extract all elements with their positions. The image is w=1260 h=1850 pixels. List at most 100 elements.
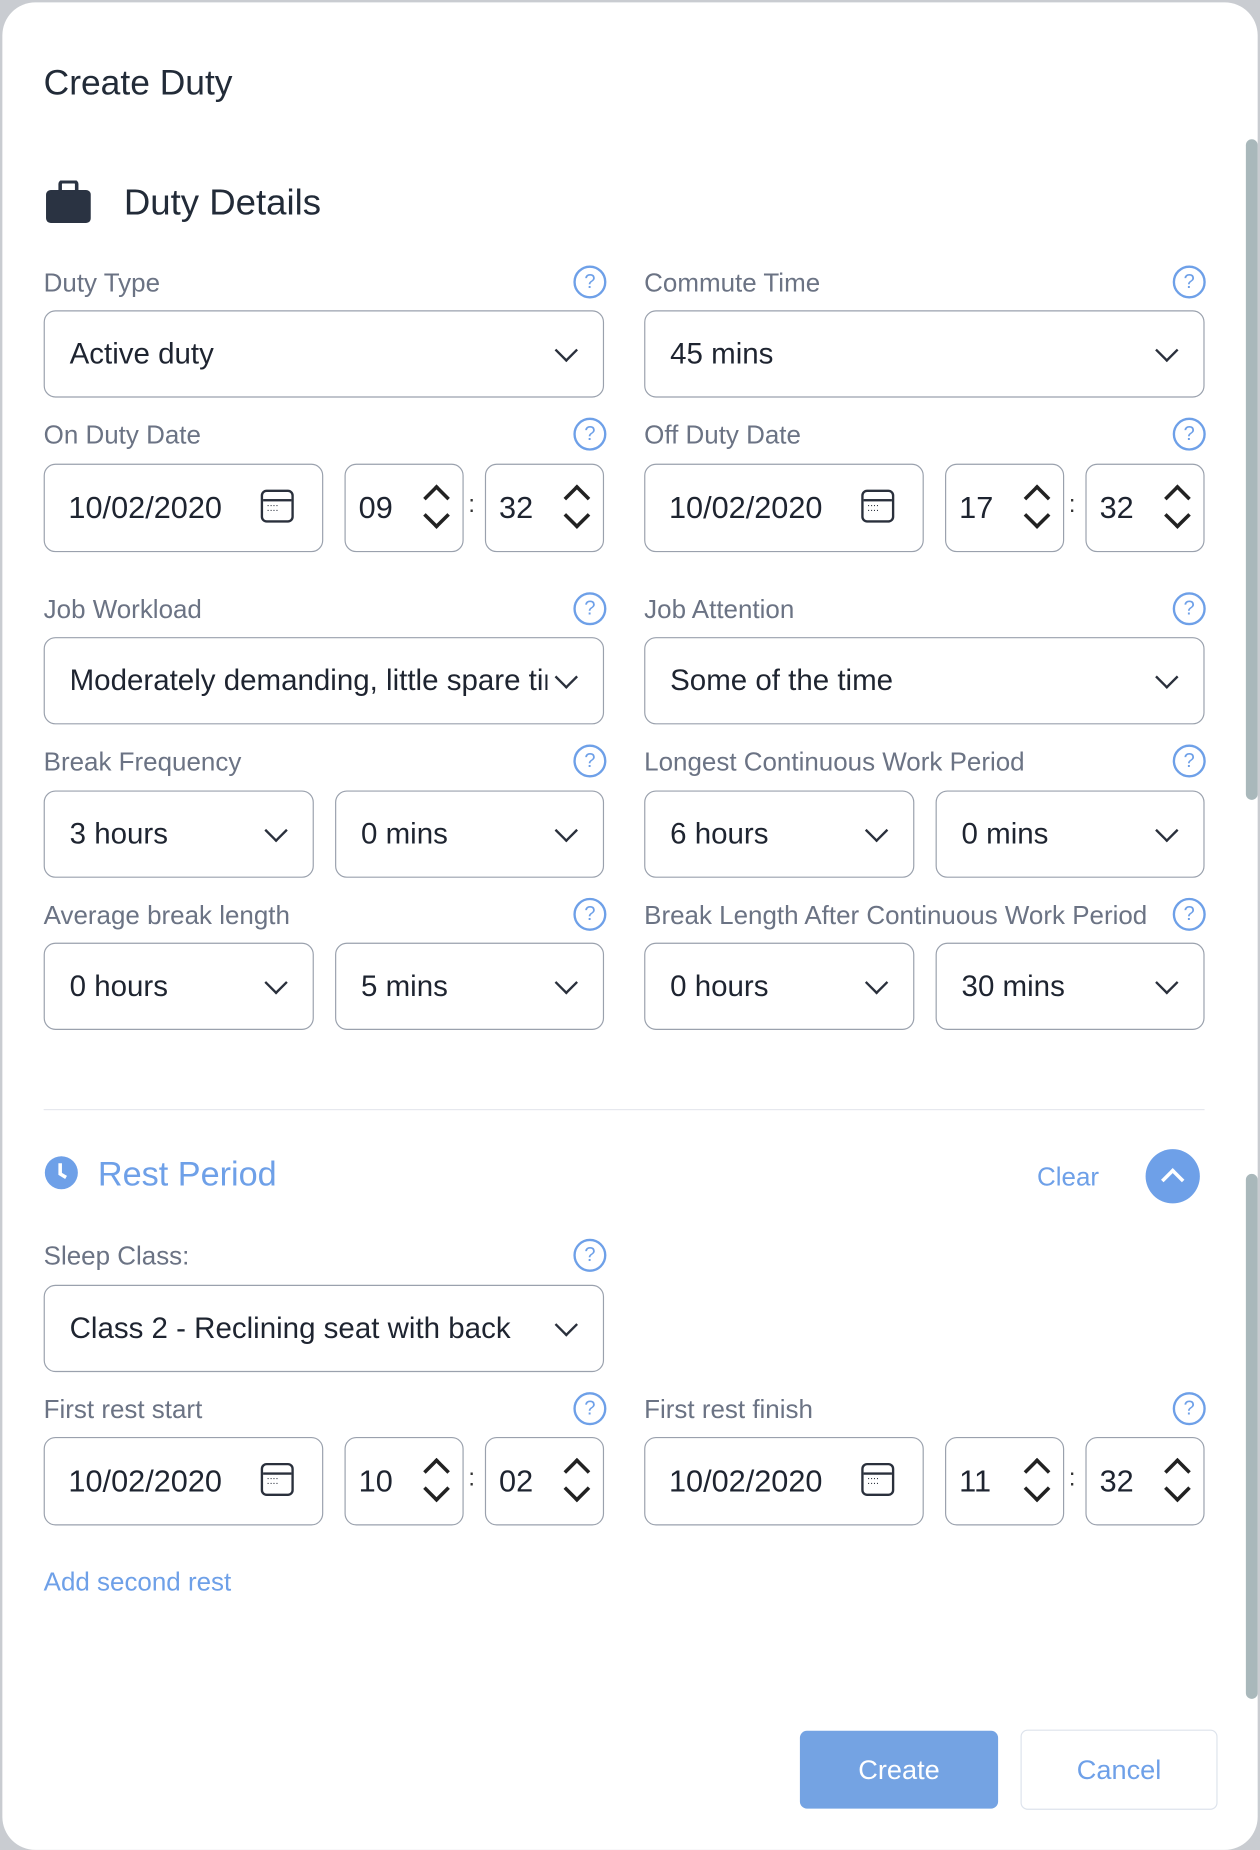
help-icon[interactable]: ? <box>1172 897 1206 931</box>
help-icon[interactable]: ? <box>1172 592 1206 626</box>
hour-value: 17 <box>959 489 994 526</box>
avg-break-hours-select[interactable]: 0 hours <box>43 942 314 1030</box>
time-separator: : <box>468 491 475 518</box>
date-value: 10/02/2020 <box>68 1462 222 1499</box>
first-rest-start-minute-stepper[interactable]: 02 <box>484 1436 605 1526</box>
dialog-title: Create Duty <box>43 63 233 103</box>
duty-details-heading: Duty Details <box>123 181 322 223</box>
duty-type-select[interactable]: Active duty <box>43 310 605 398</box>
on-duty-date-input[interactable]: 10/02/2020 <box>43 463 324 553</box>
help-icon[interactable]: ? <box>1172 1392 1206 1426</box>
chevron-down-icon <box>1155 818 1179 843</box>
chevron-down-icon[interactable] <box>563 502 591 529</box>
help-icon[interactable]: ? <box>573 1392 607 1426</box>
duty-type-label: Duty Type <box>43 267 161 298</box>
chevron-down-icon[interactable] <box>1164 1475 1191 1503</box>
time-separator: : <box>1068 491 1076 518</box>
longest-work-hours-select[interactable]: 6 hours <box>644 790 915 878</box>
job-attention-label: Job Attention <box>644 594 795 625</box>
chevron-down-icon[interactable] <box>423 1475 450 1503</box>
selected-value: 6 hours <box>670 817 769 851</box>
first-rest-finish-date-input[interactable]: 10/02/2020 <box>644 1436 924 1526</box>
scrollbar-thumb[interactable] <box>1245 139 1258 800</box>
scrollbar-thumb-lower[interactable] <box>1245 1173 1258 1699</box>
on-duty-date-label: On Duty Date <box>43 420 201 450</box>
chevron-down-icon <box>554 338 578 363</box>
calendar-icon[interactable] <box>260 489 294 523</box>
chevron-down-icon <box>264 971 288 995</box>
help-icon[interactable]: ? <box>1172 265 1206 299</box>
collapse-button[interactable] <box>1145 1149 1200 1204</box>
chevron-down-icon <box>1155 338 1179 363</box>
clear-button[interactable]: Clear <box>1037 1162 1100 1192</box>
help-icon[interactable]: ? <box>573 1238 607 1272</box>
sleep-class-select[interactable]: Class 2 - Reclining seat with back <box>43 1284 605 1373</box>
break-frequency-label: Break Frequency <box>43 746 242 777</box>
chevron-down-icon <box>554 818 578 843</box>
chevron-down-icon[interactable] <box>1023 1475 1051 1503</box>
briefcase-icon <box>46 180 91 223</box>
selected-value: Some of the time <box>670 664 894 698</box>
help-icon[interactable]: ? <box>573 417 607 451</box>
selected-value: 45 mins <box>670 337 774 371</box>
chevron-down-icon[interactable] <box>1023 502 1051 529</box>
chevron-down-icon[interactable] <box>563 1475 591 1503</box>
chevron-down-icon[interactable] <box>423 502 450 529</box>
date-value: 10/02/2020 <box>668 489 823 526</box>
chevron-down-icon[interactable] <box>1164 502 1191 529</box>
chevron-down-icon <box>1155 665 1179 689</box>
break-frequency-mins-select[interactable]: 0 mins <box>335 790 605 878</box>
avg-break-label: Average break length <box>43 900 290 930</box>
break-after-mins-select[interactable]: 30 mins <box>935 942 1205 1030</box>
selected-value: 0 hours <box>670 969 769 1003</box>
job-workload-select[interactable]: Moderately demanding, little spare time <box>43 637 605 725</box>
time-separator: : <box>1068 1465 1076 1492</box>
selected-value: Class 2 - Reclining seat with back <box>69 1311 511 1345</box>
chevron-down-icon <box>554 971 578 995</box>
date-value: 10/02/2020 <box>68 489 222 526</box>
break-after-hours-select[interactable]: 0 hours <box>644 942 915 1030</box>
commute-time-label: Commute Time <box>644 267 821 298</box>
off-duty-date-input[interactable]: 10/02/2020 <box>644 463 924 553</box>
hour-value: 10 <box>358 1462 393 1499</box>
selected-value: 0 hours <box>69 969 168 1003</box>
off-duty-hour-stepper[interactable]: 17 <box>945 463 1065 553</box>
break-frequency-hours-select[interactable]: 3 hours <box>43 790 314 878</box>
on-duty-minute-stepper[interactable]: 32 <box>484 463 605 553</box>
cancel-button[interactable]: Cancel <box>1020 1729 1218 1810</box>
help-icon[interactable]: ? <box>573 744 607 778</box>
first-rest-finish-minute-stepper[interactable]: 32 <box>1085 1436 1205 1526</box>
chevron-down-icon <box>864 971 889 995</box>
job-attention-select[interactable]: Some of the time <box>644 637 1205 725</box>
chevron-down-icon <box>864 818 889 843</box>
create-button[interactable]: Create <box>799 1730 999 1809</box>
sleep-class-label: Sleep Class: <box>43 1241 190 1271</box>
calendar-icon[interactable] <box>861 1462 895 1496</box>
add-second-rest-link[interactable]: Add second rest <box>43 1566 232 1597</box>
off-duty-minute-stepper[interactable]: 32 <box>1085 463 1205 553</box>
hour-value: 09 <box>358 489 393 526</box>
help-icon[interactable]: ? <box>1172 744 1206 778</box>
calendar-icon[interactable] <box>861 489 895 523</box>
commute-time-select[interactable]: 45 mins <box>644 310 1205 398</box>
chevron-down-icon <box>554 1313 578 1337</box>
chevron-down-icon <box>1155 971 1179 995</box>
minute-value: 32 <box>1099 489 1134 526</box>
first-rest-finish-hour-stepper[interactable]: 11 <box>945 1436 1065 1526</box>
chevron-up-icon <box>1161 1168 1185 1192</box>
chevron-down-icon <box>264 818 288 843</box>
help-icon[interactable]: ? <box>573 897 607 931</box>
help-icon[interactable]: ? <box>1172 417 1206 451</box>
calendar-icon[interactable] <box>260 1462 294 1496</box>
first-rest-start-date-input[interactable]: 10/02/2020 <box>43 1436 324 1526</box>
on-duty-hour-stepper[interactable]: 09 <box>344 463 464 553</box>
longest-work-mins-select[interactable]: 0 mins <box>935 790 1205 878</box>
first-rest-start-hour-stepper[interactable]: 10 <box>344 1436 464 1526</box>
longest-work-label: Longest Continuous Work Period <box>644 746 1025 777</box>
date-value: 10/02/2020 <box>668 1462 823 1499</box>
help-icon[interactable]: ? <box>573 265 607 299</box>
minute-value: 02 <box>499 1462 534 1499</box>
help-icon[interactable]: ? <box>573 592 607 626</box>
minute-value: 32 <box>1099 1462 1134 1499</box>
avg-break-mins-select[interactable]: 5 mins <box>335 942 605 1030</box>
